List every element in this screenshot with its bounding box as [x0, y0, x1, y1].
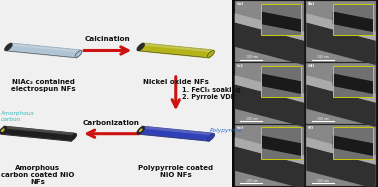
- Bar: [261, 65, 301, 97]
- Text: (a): (a): [236, 2, 243, 6]
- Text: 100 nm: 100 nm: [245, 117, 257, 121]
- Text: Carbonization: Carbonization: [83, 120, 140, 126]
- Polygon shape: [333, 11, 373, 32]
- Polygon shape: [306, 22, 376, 65]
- Bar: [333, 4, 373, 35]
- Ellipse shape: [139, 129, 142, 131]
- Ellipse shape: [5, 44, 12, 50]
- Text: (c): (c): [236, 64, 243, 68]
- Text: (d): (d): [308, 64, 315, 68]
- Polygon shape: [9, 43, 80, 52]
- Bar: [235, 1, 304, 62]
- Polygon shape: [235, 75, 304, 103]
- Bar: [232, 0, 378, 187]
- Polygon shape: [235, 13, 304, 41]
- Text: Amorphous
carbon coated NiO
NFs: Amorphous carbon coated NiO NFs: [1, 165, 74, 186]
- Ellipse shape: [0, 127, 6, 134]
- Polygon shape: [235, 22, 304, 65]
- Polygon shape: [261, 73, 301, 94]
- Bar: [333, 128, 373, 159]
- Bar: [261, 65, 301, 97]
- Bar: [306, 1, 376, 62]
- Polygon shape: [235, 137, 304, 165]
- Polygon shape: [333, 73, 373, 94]
- Text: Amorphous
carbon: Amorphous carbon: [1, 111, 34, 122]
- Bar: [333, 128, 373, 159]
- Bar: [333, 4, 373, 35]
- Polygon shape: [7, 43, 80, 58]
- Text: NiAc₂ contained
electrospun NFs: NiAc₂ contained electrospun NFs: [11, 79, 76, 93]
- Text: 100 nm: 100 nm: [317, 179, 329, 183]
- Text: 1. FeCl₃ soaking
2. Pyrrole VDP: 1. FeCl₃ soaking 2. Pyrrole VDP: [182, 87, 241, 100]
- Ellipse shape: [75, 50, 82, 57]
- Polygon shape: [142, 126, 212, 135]
- Ellipse shape: [69, 134, 76, 141]
- Text: (f): (f): [308, 126, 314, 130]
- Text: 100 nm: 100 nm: [245, 55, 257, 59]
- Ellipse shape: [207, 50, 214, 57]
- Bar: [306, 63, 376, 124]
- Text: 100 nm: 100 nm: [317, 55, 329, 59]
- Bar: [333, 65, 373, 97]
- Polygon shape: [306, 84, 376, 127]
- Text: Nickel oxide NFs: Nickel oxide NFs: [143, 79, 209, 85]
- Ellipse shape: [207, 134, 214, 141]
- Polygon shape: [261, 11, 301, 32]
- Text: 100 nm: 100 nm: [245, 179, 257, 183]
- Bar: [261, 128, 301, 159]
- Bar: [333, 65, 373, 97]
- Polygon shape: [235, 146, 304, 187]
- Polygon shape: [142, 43, 212, 52]
- Bar: [235, 125, 304, 186]
- Polygon shape: [139, 43, 212, 58]
- Ellipse shape: [137, 44, 144, 50]
- Text: Polypyrrole coated
NiO NFs: Polypyrrole coated NiO NFs: [138, 165, 213, 179]
- Text: (e): (e): [236, 126, 243, 130]
- Polygon shape: [261, 135, 301, 156]
- Polygon shape: [235, 84, 304, 127]
- Text: Calcination: Calcination: [85, 36, 131, 42]
- Bar: [235, 63, 304, 124]
- Polygon shape: [306, 137, 376, 165]
- Polygon shape: [306, 75, 376, 103]
- Text: Polypyrrole: Polypyrrole: [210, 128, 243, 133]
- Bar: [261, 4, 301, 35]
- Ellipse shape: [2, 129, 4, 131]
- Text: 100 nm: 100 nm: [317, 117, 329, 121]
- Bar: [306, 125, 376, 186]
- Polygon shape: [306, 146, 376, 187]
- Ellipse shape: [137, 127, 144, 134]
- Bar: [261, 128, 301, 159]
- Polygon shape: [4, 126, 74, 135]
- Polygon shape: [306, 13, 376, 41]
- Polygon shape: [333, 135, 373, 156]
- Polygon shape: [139, 126, 212, 141]
- Text: (b): (b): [308, 2, 315, 6]
- Bar: [261, 4, 301, 35]
- Polygon shape: [1, 126, 74, 141]
